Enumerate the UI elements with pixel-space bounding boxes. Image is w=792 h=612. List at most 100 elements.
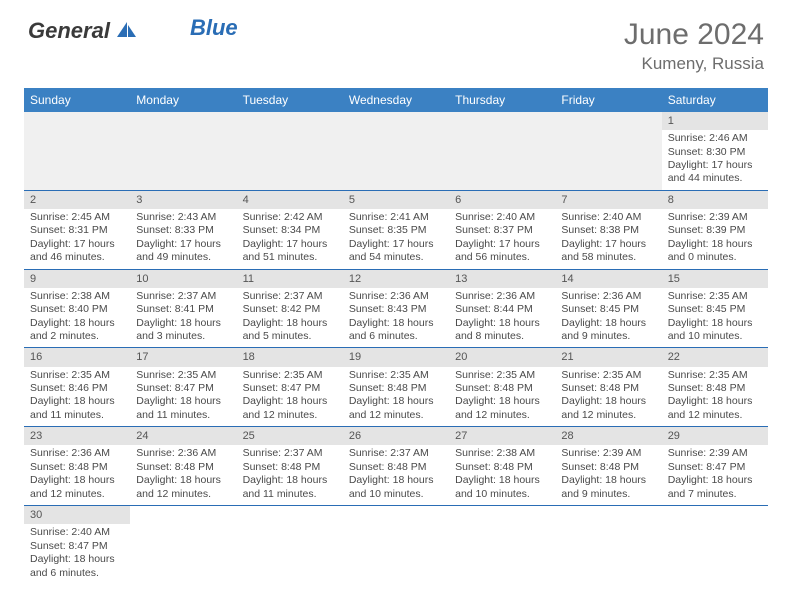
sunset-text: Sunset: 8:35 PM bbox=[349, 224, 443, 237]
day-number: 26 bbox=[343, 427, 449, 445]
calendar-day-cell: 7Sunrise: 2:40 AMSunset: 8:38 PMDaylight… bbox=[555, 190, 661, 269]
daylight-text: Daylight: 18 hours and 12 minutes. bbox=[561, 395, 655, 422]
calendar-day-cell: 29Sunrise: 2:39 AMSunset: 8:47 PMDayligh… bbox=[662, 427, 768, 506]
daylight-text: Daylight: 17 hours and 49 minutes. bbox=[136, 238, 230, 265]
calendar-week-row: 16Sunrise: 2:35 AMSunset: 8:46 PMDayligh… bbox=[24, 348, 768, 427]
sunset-text: Sunset: 8:47 PM bbox=[30, 540, 124, 553]
daylight-text: Daylight: 18 hours and 10 minutes. bbox=[668, 317, 762, 344]
calendar-day-cell: 23Sunrise: 2:36 AMSunset: 8:48 PMDayligh… bbox=[24, 427, 130, 506]
sunset-text: Sunset: 8:48 PM bbox=[243, 461, 337, 474]
daylight-text: Daylight: 18 hours and 2 minutes. bbox=[30, 317, 124, 344]
calendar-day-cell: 4 Sunrise: 2:42 AMSunset: 8:34 PMDaylight… bbox=[237, 190, 343, 269]
sunrise-text: Sunrise: 2:35 AM bbox=[136, 369, 230, 382]
daylight-text: Daylight: 18 hours and 7 minutes. bbox=[668, 474, 762, 501]
day-number: 16 bbox=[24, 348, 130, 366]
daylight-text: Daylight: 18 hours and 3 minutes. bbox=[136, 317, 230, 344]
sunset-text: Sunset: 8:34 PM bbox=[243, 224, 337, 237]
daylight-text: Daylight: 17 hours and 54 minutes. bbox=[349, 238, 443, 265]
calendar-day-cell: 21Sunrise: 2:35 AMSunset: 8:48 PMDayligh… bbox=[555, 348, 661, 427]
sunrise-text: Sunrise: 2:37 AM bbox=[243, 447, 337, 460]
daylight-text: Daylight: 18 hours and 12 minutes. bbox=[243, 395, 337, 422]
sunset-text: Sunset: 8:48 PM bbox=[561, 382, 655, 395]
calendar-week-row: 2 Sunrise: 2:45 AMSunset: 8:31 PM Daylight… bbox=[24, 190, 768, 269]
calendar-week-row: 1Sunrise: 2:46 AMSunset: 8:30 PMDaylight… bbox=[24, 112, 768, 190]
calendar-day-cell bbox=[237, 506, 343, 584]
calendar-week-row: 9Sunrise: 2:38 AMSunset: 8:40 PMDaylight… bbox=[24, 269, 768, 348]
sunset-text: Sunset: 8:48 PM bbox=[136, 461, 230, 474]
sunrise-text: Sunrise: 2:35 AM bbox=[349, 369, 443, 382]
sunrise-text: Sunrise: 2:39 AM bbox=[668, 211, 762, 224]
calendar-day-cell: 24Sunrise: 2:36 AMSunset: 8:48 PMDayligh… bbox=[130, 427, 236, 506]
daylight-text: Daylight: 18 hours and 12 minutes. bbox=[136, 474, 230, 501]
sunset-text: Sunset: 8:40 PM bbox=[30, 303, 124, 316]
sunrise-text: Sunrise: 2:37 AM bbox=[349, 447, 443, 460]
day-number: 9 bbox=[24, 270, 130, 288]
sunset-text: Sunset: 8:44 PM bbox=[455, 303, 549, 316]
sunset-text: Sunset: 8:37 PM bbox=[455, 224, 549, 237]
sunrise-text: Sunrise: 2:43 AM bbox=[136, 211, 230, 224]
day-number: 8 bbox=[662, 191, 768, 209]
sunset-text: Sunset: 8:48 PM bbox=[668, 382, 762, 395]
day-number: 23 bbox=[24, 427, 130, 445]
calendar-day-cell bbox=[555, 112, 661, 190]
sunset-text: Sunset: 8:33 PM bbox=[136, 224, 230, 237]
day-number: 2 bbox=[24, 191, 130, 209]
day-number: 12 bbox=[343, 270, 449, 288]
sunrise-text: Sunrise: 2:36 AM bbox=[561, 290, 655, 303]
calendar-day-cell: 11Sunrise: 2:37 AMSunset: 8:42 PMDayligh… bbox=[237, 269, 343, 348]
day-number: 22 bbox=[662, 348, 768, 366]
day-number: 10 bbox=[130, 270, 236, 288]
sunrise-text: Sunrise: 2:35 AM bbox=[243, 369, 337, 382]
daylight-text: Daylight: 18 hours and 6 minutes. bbox=[349, 317, 443, 344]
calendar-day-cell: 18Sunrise: 2:35 AMSunset: 8:47 PMDayligh… bbox=[237, 348, 343, 427]
calendar-day-cell bbox=[449, 506, 555, 584]
day-number: 7 bbox=[555, 191, 661, 209]
calendar-day-cell: 2Sunrise: 2:45 AMSunset: 8:31 PMDaylight… bbox=[24, 190, 130, 269]
calendar-day-cell bbox=[130, 506, 236, 584]
sunrise-text: Sunrise: 2:39 AM bbox=[561, 447, 655, 460]
month-title: June 2024 bbox=[624, 18, 764, 52]
sunrise-text: Sunrise: 2:36 AM bbox=[349, 290, 443, 303]
daylight-text: Daylight: 18 hours and 0 minutes. bbox=[668, 238, 762, 265]
sunrise-text: Sunrise: 2:38 AM bbox=[455, 447, 549, 460]
sunset-text: Sunset: 8:48 PM bbox=[30, 461, 124, 474]
daylight-text: Daylight: 18 hours and 9 minutes. bbox=[561, 474, 655, 501]
weekday-header: Tuesday bbox=[237, 88, 343, 112]
sunset-text: Sunset: 8:31 PM bbox=[30, 224, 124, 237]
day-number: 30 bbox=[24, 506, 130, 524]
sunset-text: Sunset: 8:47 PM bbox=[668, 461, 762, 474]
sunrise-text: Sunrise: 2:46 AM bbox=[668, 132, 762, 145]
day-number: 28 bbox=[555, 427, 661, 445]
day-number: 21 bbox=[555, 348, 661, 366]
sunrise-text: Sunrise: 2:40 AM bbox=[561, 211, 655, 224]
daylight-text: Daylight: 18 hours and 12 minutes. bbox=[455, 395, 549, 422]
sunset-text: Sunset: 8:43 PM bbox=[349, 303, 443, 316]
daylight-text: Daylight: 17 hours and 51 minutes. bbox=[243, 238, 337, 265]
sunrise-text: Sunrise: 2:36 AM bbox=[30, 447, 124, 460]
daylight-text: Daylight: 17 hours and 58 minutes. bbox=[561, 238, 655, 265]
header: General Blue June 2024 Kumeny, Russia bbox=[0, 0, 792, 82]
calendar-day-cell: 3Sunrise: 2:43 AMSunset: 8:33 PMDaylight… bbox=[130, 190, 236, 269]
calendar-day-cell: 12 Sunrise: 2:36 AMSunset: 8:43 PMDayligh… bbox=[343, 269, 449, 348]
daylight-text: Daylight: 17 hours and 44 minutes. bbox=[668, 159, 762, 186]
calendar-day-cell: 16Sunrise: 2:35 AMSunset: 8:46 PMDayligh… bbox=[24, 348, 130, 427]
calendar-day-cell: 26Sunrise: 2:37 AMSunset: 8:48 PMDayligh… bbox=[343, 427, 449, 506]
weekday-header: Saturday bbox=[662, 88, 768, 112]
sunset-text: Sunset: 8:48 PM bbox=[455, 461, 549, 474]
sunset-text: Sunset: 8:48 PM bbox=[455, 382, 549, 395]
calendar-day-cell: 17Sunrise: 2:35 AMSunset: 8:47 PMDayligh… bbox=[130, 348, 236, 427]
sunrise-text: Sunrise: 2:37 AM bbox=[243, 290, 337, 303]
calendar-day-cell bbox=[662, 506, 768, 584]
calendar-table: Sunday Monday Tuesday Wednesday Thursday… bbox=[24, 88, 768, 584]
sunrise-text: Sunrise: 2:45 AM bbox=[30, 211, 124, 224]
location: Kumeny, Russia bbox=[624, 54, 764, 74]
daylight-text: Daylight: 18 hours and 11 minutes. bbox=[243, 474, 337, 501]
sunset-text: Sunset: 8:42 PM bbox=[243, 303, 337, 316]
sunset-text: Sunset: 8:48 PM bbox=[349, 382, 443, 395]
day-number: 5 bbox=[343, 191, 449, 209]
sunrise-text: Sunrise: 2:42 AM bbox=[243, 211, 337, 224]
sunset-text: Sunset: 8:39 PM bbox=[668, 224, 762, 237]
day-number: 4 bbox=[237, 191, 343, 209]
day-number: 6 bbox=[449, 191, 555, 209]
day-number: 1 bbox=[662, 112, 768, 130]
